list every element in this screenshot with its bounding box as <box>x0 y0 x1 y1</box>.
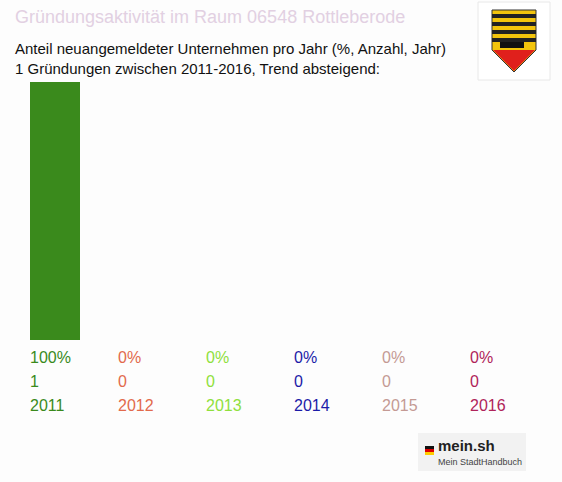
svg-text:Anteil neuangemeldeter Unterne: Anteil neuangemeldeter Unternehmen pro J… <box>15 40 446 57</box>
svg-text:Mein StadtHandbuch: Mein StadtHandbuch <box>438 457 522 467</box>
svg-text:2012: 2012 <box>118 397 154 414</box>
svg-text:0%: 0% <box>206 349 229 366</box>
svg-text:1: 1 <box>30 373 39 390</box>
svg-text:2011: 2011 <box>30 397 65 414</box>
svg-text:mein.sh: mein.sh <box>438 437 495 454</box>
svg-text:2013: 2013 <box>206 397 242 414</box>
svg-text:0: 0 <box>206 373 215 390</box>
svg-text:0%: 0% <box>470 349 493 366</box>
svg-text:0: 0 <box>294 373 303 390</box>
svg-text:2015: 2015 <box>382 397 418 414</box>
svg-text:0%: 0% <box>294 349 317 366</box>
svg-text:0: 0 <box>118 373 127 390</box>
svg-text:1 Gründungen zwischen 2011-201: 1 Gründungen zwischen 2011-2016, Trend a… <box>15 60 380 77</box>
svg-text:0%: 0% <box>382 349 405 366</box>
svg-text:2016: 2016 <box>470 397 506 414</box>
svg-text:100%: 100% <box>30 349 71 366</box>
svg-text:0: 0 <box>382 373 391 390</box>
svg-text:2014: 2014 <box>294 397 330 414</box>
svg-text:0%: 0% <box>118 349 141 366</box>
svg-text:Gründungsaktivität im Raum 065: Gründungsaktivität im Raum 06548 Rottleb… <box>15 7 405 27</box>
svg-text:0: 0 <box>470 373 479 390</box>
